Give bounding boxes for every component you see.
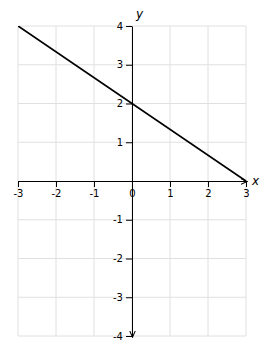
- y-tick-label: -4: [113, 331, 123, 342]
- x-tick-label: -3: [14, 188, 24, 199]
- y-tick-mark: [126, 104, 132, 105]
- x-tick: -2: [52, 181, 62, 199]
- grid: [18, 26, 246, 336]
- x-tick-mark: [56, 181, 57, 187]
- x-tick-label: -1: [90, 188, 100, 199]
- x-tick: 1: [167, 181, 173, 199]
- x-tick-mark: [170, 181, 171, 187]
- chart: -3-2-10123-4-3-2-11234xy: [0, 0, 266, 346]
- x-tick-label: 1: [167, 188, 173, 199]
- x-tick-mark: [208, 181, 209, 187]
- y-axis-line: [132, 27, 133, 337]
- x-axis: -3-2-10123: [14, 181, 250, 199]
- x-tick-mark: [94, 181, 95, 187]
- y-tick-label: 3: [117, 59, 123, 70]
- x-tick-label: -2: [52, 188, 62, 199]
- grid-line-y: [18, 26, 246, 27]
- y-tick-label: -3: [113, 292, 123, 303]
- y-tick-mark: [126, 65, 132, 66]
- grid-line-x: [18, 26, 19, 336]
- y-tick-mark: [126, 26, 132, 27]
- y-tick: -3: [113, 292, 132, 303]
- y-tick-label: -1: [113, 214, 123, 225]
- y-axis: -4 -3 -2 -1 1 2 3 4: [113, 21, 132, 342]
- x-tick: 3: [243, 181, 249, 199]
- y-tick: 3: [117, 59, 132, 70]
- y-tick: -4: [113, 331, 132, 342]
- chart-container: -3-2-10123-4-3-2-11234xy: [0, 0, 266, 346]
- x-tick-label: 3: [243, 188, 249, 199]
- y-tick-mark: [126, 142, 132, 143]
- x-tick: -1: [90, 181, 100, 199]
- y-tick-mark: [126, 336, 132, 337]
- x-tick-mark: [246, 181, 247, 187]
- x-tick: -3: [14, 181, 24, 199]
- y-tick-label: 4: [117, 21, 123, 32]
- y-tick-mark: [126, 220, 132, 221]
- y-axis-label: y: [135, 7, 144, 21]
- y-tick-mark: [126, 259, 132, 260]
- y-tick: 4: [117, 21, 132, 32]
- y-tick: -2: [113, 253, 132, 264]
- y-tick-label: 1: [117, 137, 123, 148]
- y-tick: 1: [117, 137, 132, 148]
- y-tick: -1: [113, 214, 132, 225]
- x-tick-label: 2: [205, 188, 211, 199]
- x-tick: 2: [205, 181, 211, 199]
- x-axis-label: x: [251, 174, 260, 188]
- y-tick-label: -2: [113, 253, 123, 264]
- y-tick-mark: [126, 297, 132, 298]
- x-tick-mark: [18, 181, 19, 187]
- y-tick: 2: [117, 98, 132, 109]
- y-tick-label: 2: [117, 98, 123, 109]
